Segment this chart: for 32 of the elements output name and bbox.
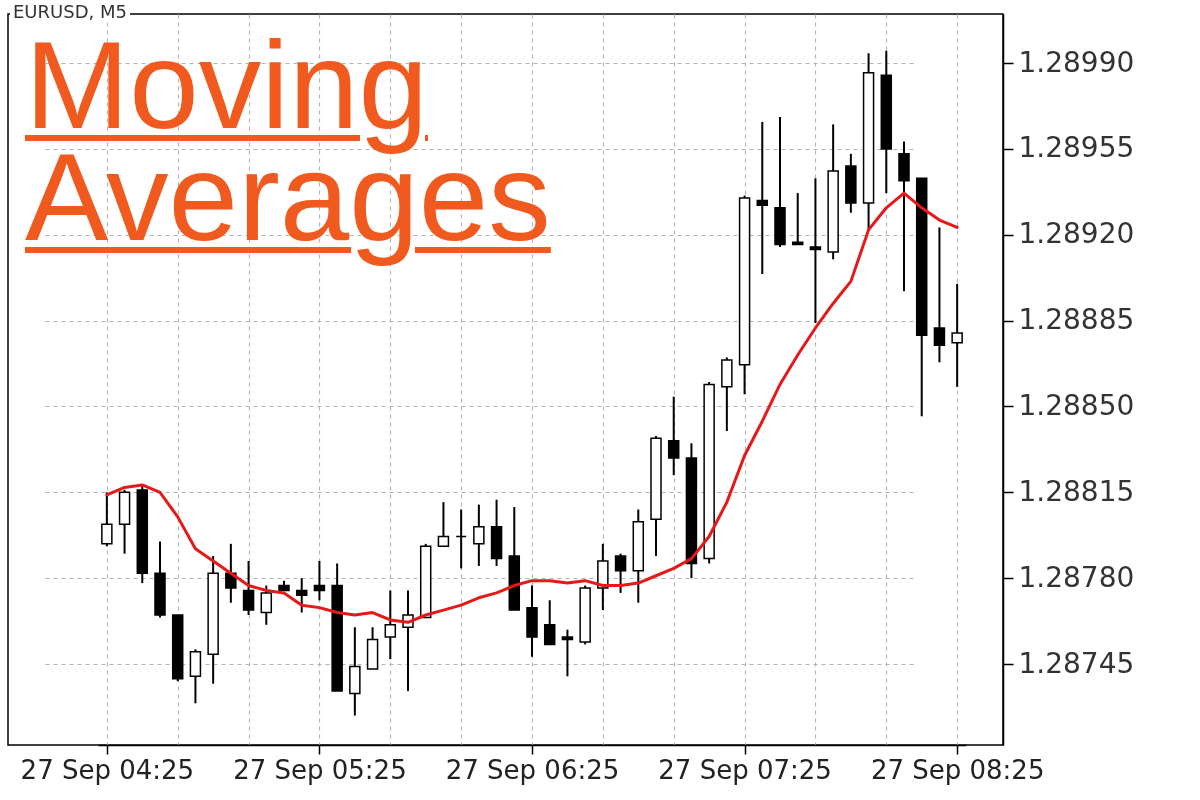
y-tick-label: 1.28745	[1018, 646, 1135, 680]
candlestick	[756, 120, 769, 276]
candlestick	[473, 503, 485, 567]
candlestick	[313, 560, 326, 602]
y-tick-label: 1.28780	[1018, 560, 1135, 594]
candlestick	[384, 589, 397, 661]
y-tick-label: 1.28955	[1018, 131, 1135, 165]
candlestick	[791, 192, 804, 246]
y-tick-label: 1.28920	[1018, 217, 1135, 251]
candlestick	[809, 177, 822, 325]
y-tick-label: 1.28850	[1018, 388, 1135, 422]
candlestick	[260, 584, 273, 626]
candlestick	[933, 226, 946, 364]
y-tick-label: 1.28990	[1018, 45, 1135, 79]
candlestick	[614, 552, 627, 594]
candlestick	[437, 501, 450, 548]
candlestick	[951, 282, 963, 388]
x-tick-label: 27 Sep 05:25	[233, 754, 407, 785]
y-tick-label: 1.28815	[1018, 474, 1135, 508]
x-tick-label: 27 Sep 07:25	[658, 754, 832, 785]
candlestick	[667, 395, 680, 477]
x-tick-label: 27 Sep 08:25	[870, 754, 1045, 785]
candlestick	[225, 542, 237, 604]
candlestick	[561, 628, 574, 678]
candlestick	[242, 560, 255, 616]
candlestick	[295, 577, 308, 614]
candlestick	[455, 508, 467, 570]
candlestick	[543, 599, 556, 646]
y-tick-label: 1.28885	[1018, 303, 1135, 337]
x-tick-label: 27 Sep 06:25	[445, 754, 620, 785]
candlestick	[101, 491, 113, 548]
x-tick-label: 27 Sep 04:25	[20, 754, 195, 785]
